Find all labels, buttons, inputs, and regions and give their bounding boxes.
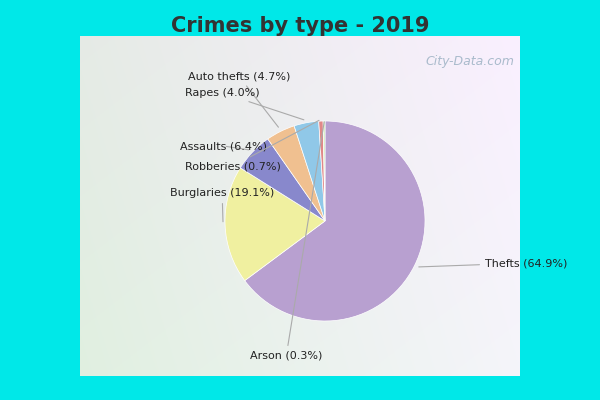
Wedge shape — [245, 121, 425, 321]
Wedge shape — [240, 139, 325, 221]
Text: Burglaries (19.1%): Burglaries (19.1%) — [170, 188, 274, 222]
Text: Assaults (6.4%): Assaults (6.4%) — [180, 141, 267, 151]
Text: Crimes by type - 2019: Crimes by type - 2019 — [171, 16, 429, 36]
Wedge shape — [268, 126, 325, 221]
Wedge shape — [319, 121, 325, 221]
Wedge shape — [294, 121, 325, 221]
Wedge shape — [323, 121, 325, 221]
Wedge shape — [225, 168, 325, 281]
Text: Auto thefts (4.7%): Auto thefts (4.7%) — [188, 71, 290, 127]
Text: Thefts (64.9%): Thefts (64.9%) — [419, 258, 568, 268]
Text: Arson (0.3%): Arson (0.3%) — [250, 122, 324, 361]
Text: Rapes (4.0%): Rapes (4.0%) — [185, 88, 304, 120]
Text: City-Data.com: City-Data.com — [425, 54, 514, 68]
Text: Robberies (0.7%): Robberies (0.7%) — [185, 120, 319, 171]
